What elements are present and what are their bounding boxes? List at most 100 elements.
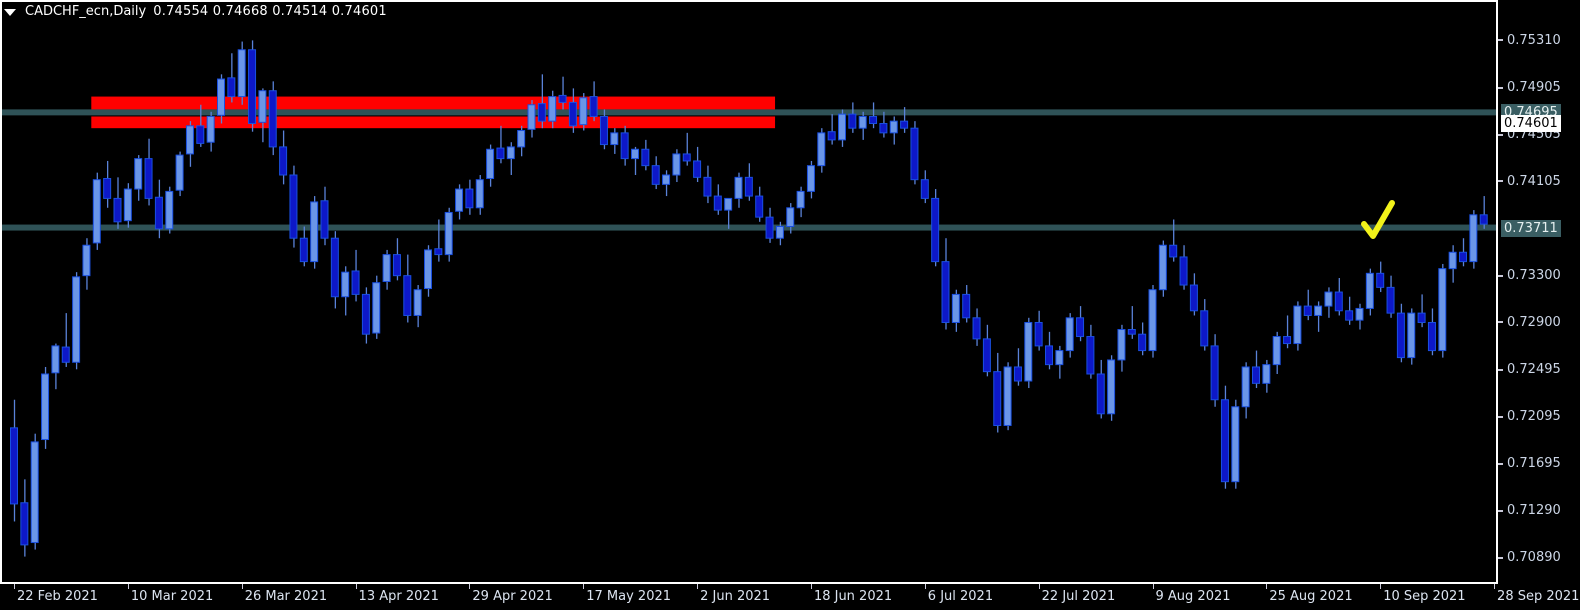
- time-tick-mark: [241, 584, 243, 589]
- time-tick-mark: [1494, 584, 1496, 589]
- candlestick: [217, 74, 225, 124]
- time-tick-label: 6 Jul 2021: [927, 589, 994, 604]
- resistance-zone[interactable]: [91, 116, 776, 129]
- candlestick: [506, 142, 515, 175]
- candlestick: [662, 170, 671, 197]
- candlestick: [527, 100, 536, 138]
- checkmark-annotation[interactable]: [1361, 200, 1395, 239]
- candlestick: [103, 160, 112, 208]
- triangle-down-icon[interactable]: [4, 8, 16, 16]
- candlestick: [1055, 345, 1064, 379]
- candlestick: [1324, 287, 1333, 318]
- candlestick: [82, 238, 91, 290]
- candlestick: [1076, 306, 1085, 342]
- candlestick: [879, 111, 888, 138]
- candlestick: [1459, 238, 1467, 267]
- price-level-tag[interactable]: 0.73711: [1501, 219, 1561, 237]
- candlestick: [372, 275, 381, 339]
- time-tick-mark: [583, 584, 585, 589]
- candlestick-canvas: [2, 40, 1496, 557]
- candlestick: [1427, 308, 1436, 356]
- candlestick: [1448, 245, 1457, 283]
- candlestick: [972, 308, 981, 346]
- price-tick-mark: [1498, 415, 1503, 418]
- candlestick: [20, 479, 29, 557]
- price-tick-mark: [1498, 321, 1503, 324]
- candlestick: [165, 186, 174, 234]
- candlestick: [279, 130, 288, 185]
- candlestick: [1241, 362, 1250, 419]
- candlestick: [806, 160, 815, 199]
- candlestick: [951, 289, 960, 332]
- candlestick: [1355, 303, 1364, 330]
- candlestick: [248, 40, 257, 132]
- price-tick-mark: [1498, 556, 1503, 559]
- price-tick: 0.70890: [1498, 550, 1580, 566]
- candlestick: [1220, 385, 1229, 489]
- price-tick: 0.71290: [1498, 503, 1580, 519]
- candlestick: [1189, 273, 1198, 316]
- candlestick: [848, 102, 857, 133]
- candlestick: [330, 231, 339, 309]
- candlestick: [558, 76, 567, 110]
- resistance-zone[interactable]: [91, 96, 776, 110]
- candlestick: [1024, 317, 1033, 389]
- time-tick-label: 9 Aug 2021: [1155, 589, 1231, 604]
- candlestick: [827, 114, 836, 145]
- price-tick-mark: [1498, 509, 1503, 512]
- candlestick: [310, 196, 319, 269]
- candlestick: [713, 184, 722, 215]
- candlestick: [1158, 240, 1167, 297]
- price-tick-mark: [1498, 462, 1503, 465]
- candlestick: [610, 128, 619, 154]
- candlestick: [455, 184, 464, 220]
- candlestick: [982, 324, 991, 377]
- price-tick-label: 0.73300: [1507, 268, 1561, 284]
- time-tick-mark: [127, 584, 129, 589]
- candlestick: [1138, 322, 1147, 356]
- candlestick: [113, 177, 122, 229]
- candlestick: [424, 245, 432, 297]
- candlestick: [1438, 263, 1447, 358]
- candlestick: [382, 249, 391, 290]
- time-tick-label: 22 Feb 2021: [17, 589, 98, 604]
- candlestick: [1086, 324, 1095, 379]
- candlestick: [434, 219, 443, 262]
- candlestick: [1200, 299, 1209, 351]
- candlestick: [1272, 331, 1281, 374]
- time-tick-mark: [355, 584, 357, 589]
- candlestick: [1407, 308, 1416, 365]
- candlestick: [51, 343, 60, 390]
- candlestick: [931, 189, 940, 267]
- time-tick-mark: [924, 584, 926, 589]
- candlestick: [941, 238, 950, 330]
- time-tick-label: 10 Mar 2021: [130, 589, 214, 604]
- candlestick: [703, 165, 712, 204]
- time-axis[interactable]: 22 Feb 2021 10 Mar 2021 26 Mar 2021 13 Apr …: [0, 582, 1579, 610]
- support-level-line[interactable]: [2, 224, 1496, 231]
- current-price-tag[interactable]: 0.74601: [1501, 115, 1561, 133]
- candlestick: [1231, 399, 1240, 489]
- candlestick: [1003, 362, 1012, 431]
- candlestick: [320, 186, 329, 246]
- candlestick: [1396, 303, 1405, 363]
- candlestick: [206, 111, 215, 152]
- candlestick: [72, 272, 81, 370]
- candlestick: [1283, 315, 1292, 349]
- candlestick: [486, 144, 495, 187]
- resistance-level-line[interactable]: [2, 109, 1496, 116]
- price-tick-label: 0.72495: [1507, 362, 1561, 378]
- candlestick: [227, 53, 236, 103]
- candlestick: [1148, 285, 1157, 358]
- price-tick-mark: [1498, 133, 1503, 136]
- candlestick: [154, 179, 163, 239]
- price-tick: 0.72095: [1498, 409, 1580, 425]
- chart-plot-area[interactable]: [2, 24, 1496, 580]
- candlestick: [392, 238, 401, 281]
- candlestick: [682, 132, 691, 166]
- candlestick: [568, 88, 577, 133]
- price-tick: 0.71695: [1498, 456, 1580, 472]
- price-axis[interactable]: 0.75310 0.74905 0.74505 0.74105 0.73300 0.729…: [1496, 0, 1580, 610]
- price-tick: 0.75310: [1498, 32, 1580, 48]
